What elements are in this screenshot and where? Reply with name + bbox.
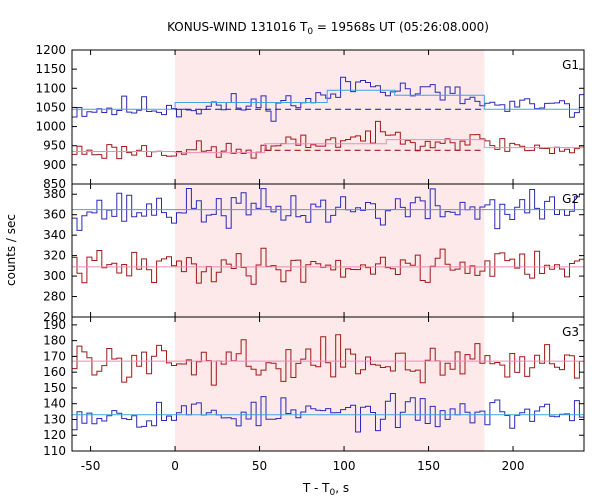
y-tick-label: 150 [43, 381, 66, 395]
y-tick-label: 160 [43, 365, 66, 379]
y-axis-title: counts / sec [4, 214, 18, 286]
panels: 850 900 950 1000 1050 1100 1150 1200 G1 260 280 300… [35, 43, 585, 458]
count-rate-lower-g2 [72, 247, 584, 285]
y-tick-label: 190 [43, 318, 66, 332]
fit-lower-g1 [72, 139, 584, 154]
panel-g2: 260 280 300 320 340 360 380 G2 [43, 183, 585, 324]
x-tick-label: -50 [81, 459, 101, 473]
y-tick-label: 380 [43, 187, 66, 201]
burst-interval-shading [175, 184, 485, 317]
count-rate-lower-g3 [72, 334, 584, 386]
y-tick-label: 140 [43, 397, 66, 411]
y-tick-label: 950 [43, 139, 66, 153]
y-tick-label: 1150 [35, 62, 66, 76]
count-rate-upper-g3 [72, 393, 584, 433]
y-tick-label: 280 [43, 290, 66, 304]
panel-frame [71, 316, 585, 452]
y-tick-label: 260 [43, 310, 66, 324]
y-tick-label: 180 [43, 334, 66, 348]
chart-title: KONUS-WIND 131016 T0 = 19568s UT (05:26:… [167, 20, 489, 37]
y-tick-label: 170 [43, 349, 66, 363]
y-tick-label: 360 [43, 208, 66, 222]
y-tick-label: 1000 [35, 120, 66, 134]
panel-label-g1: G1 [562, 58, 579, 72]
count-rate-upper-g1 [72, 76, 584, 122]
y-tick-label: 850 [43, 177, 66, 191]
panel-label-g3: G3 [562, 325, 579, 339]
x-tick-label: 150 [417, 459, 440, 473]
y-tick-label: 1100 [35, 81, 66, 95]
y-tick-label: 1200 [35, 43, 66, 57]
x-tick-label: 0 [171, 459, 179, 473]
y-tick-label: 110 [43, 444, 66, 458]
x-tick-label: 100 [333, 459, 356, 473]
count-rate-upper-g2 [72, 188, 584, 231]
panel-g1: 850 900 950 1000 1050 1100 1150 1200 G1 [35, 43, 585, 191]
burst-interval-shading [175, 50, 485, 184]
x-axis-title: T - T0, s [302, 481, 349, 498]
fit-upper-g1 [72, 89, 584, 110]
x-tick-label: 200 [502, 459, 525, 473]
y-tick-label: 900 [43, 158, 66, 172]
y-tick-label: 340 [43, 228, 66, 242]
y-tick-label: 120 [43, 428, 66, 442]
y-tick-label: 300 [43, 269, 66, 283]
x-tick-label: 50 [252, 459, 267, 473]
y-tick-label: 320 [43, 249, 66, 263]
burst-interval-shading [175, 317, 485, 451]
x-axis-ticks: -50 0 50 100 150 200 [81, 459, 525, 473]
y-tick-label: 1050 [35, 100, 66, 114]
y-tick-label: 130 [43, 412, 66, 426]
panel-label-g2: G2 [562, 192, 579, 206]
